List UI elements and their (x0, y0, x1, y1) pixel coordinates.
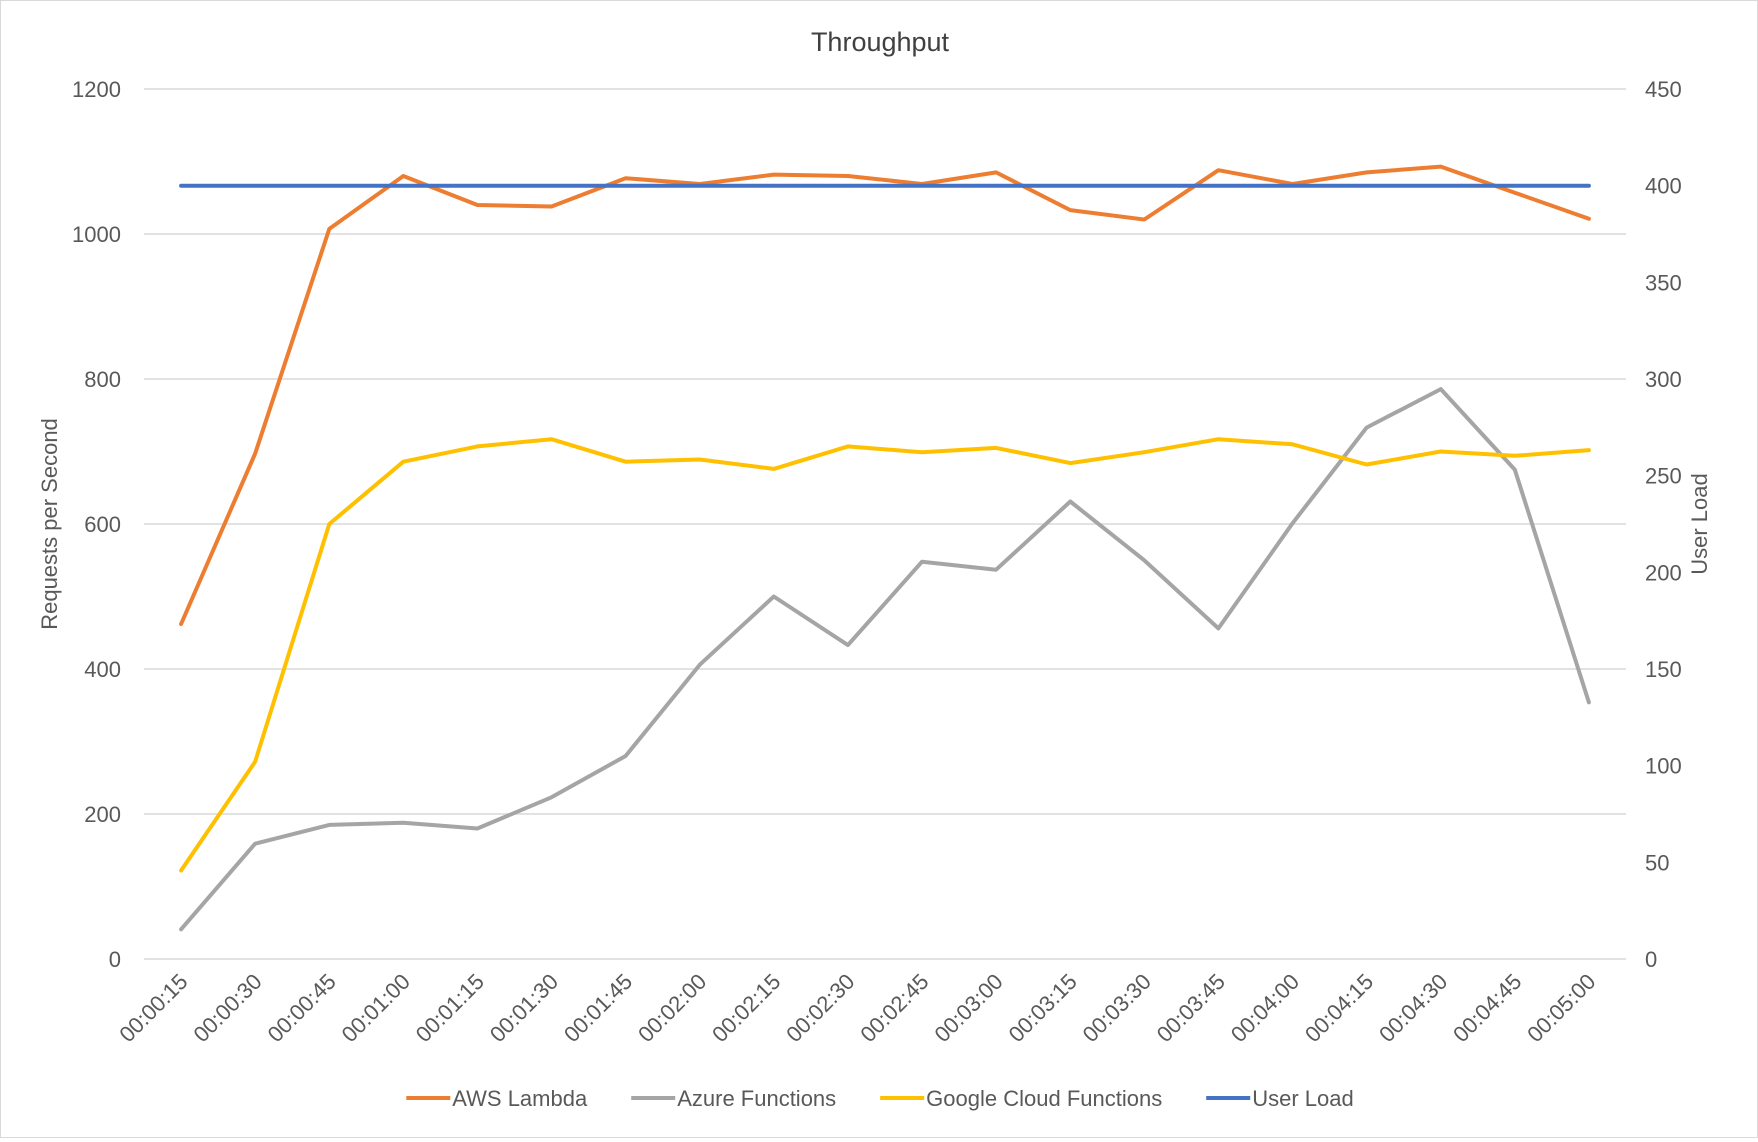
y-tick-label: 200 (84, 802, 121, 827)
x-tick-label: 00:02:45 (855, 969, 933, 1047)
series-line-azure-functions (179, 387, 1591, 932)
x-tick-label: 00:02:15 (707, 969, 785, 1047)
x-tick-label: 00:04:15 (1300, 969, 1378, 1047)
right-axis-ticks: 0 50 100 150 200 250 300 350 400 450 (1645, 77, 1682, 972)
y-tick-label: 1000 (72, 222, 121, 247)
x-tick-label: 00:04:30 (1374, 969, 1452, 1047)
y2-tick-label: 0 (1645, 947, 1657, 972)
x-tick-label: 00:00:30 (188, 969, 266, 1047)
legend-label: Google Cloud Functions (926, 1086, 1162, 1111)
legend-item: AWS Lambda (406, 1086, 588, 1111)
y-tick-label: 400 (84, 657, 121, 682)
series-lines (179, 164, 1591, 932)
gridlines (144, 88, 1626, 960)
x-tick-label: 00:01:00 (337, 969, 415, 1047)
y2-tick-label: 150 (1645, 657, 1682, 682)
series-line-aws-lambda (179, 164, 1591, 626)
y2-tick-label: 50 (1645, 850, 1669, 875)
legend: AWS Lambda Azure Functions Google Cloud Fu… (406, 1086, 1354, 1111)
legend-item: User Load (1206, 1086, 1354, 1111)
x-tick-label: 00:01:15 (411, 969, 489, 1047)
y2-tick-label: 300 (1645, 367, 1682, 392)
y2-tick-label: 200 (1645, 560, 1682, 585)
y2-tick-label: 450 (1645, 77, 1682, 102)
x-tick-label: 00:03:15 (1004, 969, 1082, 1047)
legend-label: User Load (1252, 1086, 1354, 1111)
x-tick-label: 00:05:00 (1522, 969, 1600, 1047)
y-tick-label: 0 (109, 947, 121, 972)
chart-title: Throughput (811, 27, 950, 57)
x-tick-label: 00:03:30 (1078, 969, 1156, 1047)
y2-tick-label: 100 (1645, 754, 1682, 779)
x-tick-label: 00:01:45 (559, 969, 637, 1047)
legend-label: AWS Lambda (452, 1086, 588, 1111)
legend-item: Azure Functions (631, 1086, 836, 1111)
x-tick-label: 00:04:00 (1226, 969, 1304, 1047)
x-tick-label: 00:02:00 (633, 969, 711, 1047)
y-axis-title: Requests per Second (37, 418, 62, 630)
left-axis-ticks: 0 200 400 600 800 1000 1200 (72, 77, 121, 972)
x-tick-label: 00:04:45 (1448, 969, 1526, 1047)
x-tick-label: 00:03:45 (1152, 969, 1230, 1047)
x-tick-label: 00:03:00 (929, 969, 1007, 1047)
y2-tick-label: 250 (1645, 464, 1682, 489)
x-tick-label: 00:01:30 (485, 969, 563, 1047)
legend-label: Azure Functions (677, 1086, 836, 1111)
y2-axis-title: User Load (1687, 473, 1712, 575)
legend-item: Google Cloud Functions (880, 1086, 1162, 1111)
y-tick-label: 600 (84, 512, 121, 537)
y-tick-label: 800 (84, 367, 121, 392)
y-tick-label: 1200 (72, 77, 121, 102)
y2-tick-label: 350 (1645, 270, 1682, 295)
x-tick-label: 00:02:30 (781, 969, 859, 1047)
series-line-google-cloud-functions (179, 437, 1591, 873)
x-tick-label: 00:00:15 (114, 969, 192, 1047)
x-tick-label: 00:00:45 (263, 969, 341, 1047)
x-axis-ticks: 00:00:1500:00:3000:00:4500:01:0000:01:15… (114, 969, 1600, 1047)
y2-tick-label: 400 (1645, 174, 1682, 199)
